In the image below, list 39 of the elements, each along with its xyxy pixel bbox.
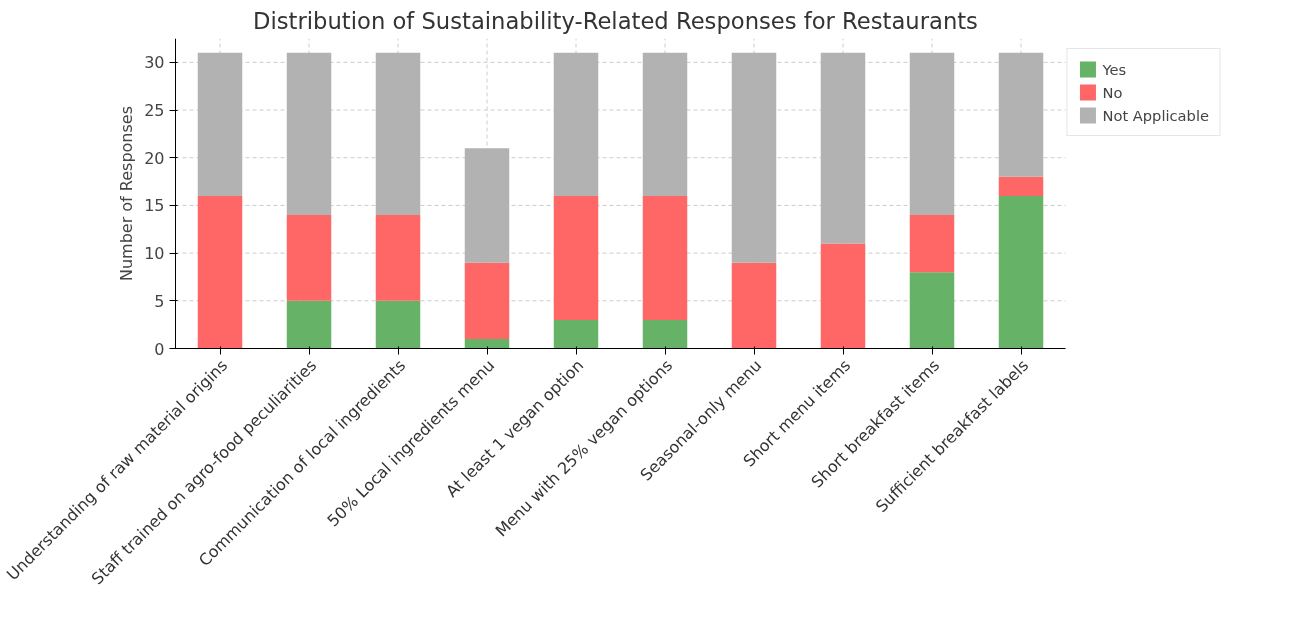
- bar: [464, 262, 510, 339]
- y-tick-label: 5: [154, 291, 165, 311]
- bar: [731, 52, 777, 263]
- bar: [731, 262, 777, 349]
- bar: [375, 214, 421, 301]
- bar: [464, 338, 510, 349]
- legend-label: No: [1102, 83, 1123, 101]
- bar: [998, 195, 1044, 349]
- y-tick-label: 0: [154, 339, 165, 359]
- bar: [642, 52, 688, 196]
- legend-label: Not Applicable: [1102, 106, 1209, 124]
- bar: [820, 243, 866, 349]
- y-tick-label: 25: [144, 101, 165, 121]
- bar: [286, 300, 332, 349]
- bar: [197, 52, 243, 196]
- bar: [909, 214, 955, 273]
- chart-title: Distribution of Sustainability-Related Responses for Restaurants: [253, 7, 978, 34]
- bar: [820, 52, 866, 244]
- bar: [642, 195, 688, 320]
- y-tick-label: 15: [144, 196, 165, 216]
- bar: [375, 300, 421, 349]
- bar: [375, 52, 421, 215]
- y-axis-title: Number of Responses: [117, 105, 137, 282]
- bar: [553, 319, 599, 349]
- bar: [642, 319, 688, 349]
- y-tick-label: 10: [144, 244, 165, 264]
- y-tick-label: 20: [144, 148, 165, 168]
- bar: [909, 272, 955, 349]
- legend-label: Yes: [1102, 60, 1127, 78]
- bar: [553, 195, 599, 320]
- bar: [998, 52, 1044, 177]
- bar: [286, 214, 332, 301]
- y-tick-label: 30: [144, 53, 165, 73]
- bar: [464, 148, 510, 263]
- bar: [998, 176, 1044, 196]
- bar: [197, 195, 243, 349]
- bar: [553, 52, 599, 196]
- bar: [909, 52, 955, 215]
- bar: [286, 52, 332, 215]
